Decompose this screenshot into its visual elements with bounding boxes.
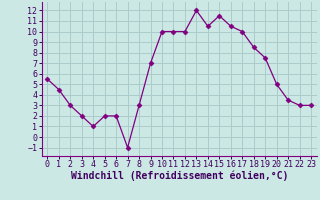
X-axis label: Windchill (Refroidissement éolien,°C): Windchill (Refroidissement éolien,°C) <box>70 171 288 181</box>
